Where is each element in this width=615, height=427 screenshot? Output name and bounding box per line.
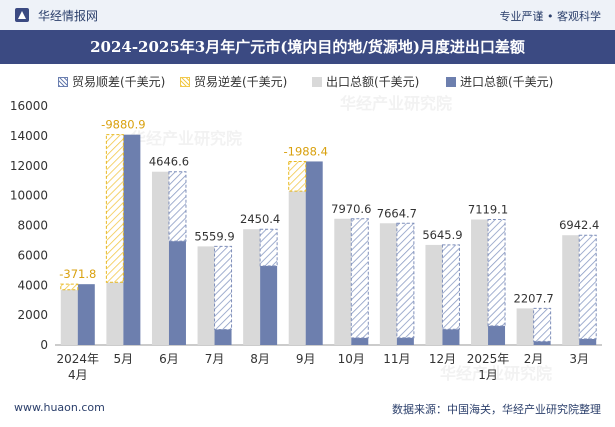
watermark: 华经产业研究院 bbox=[340, 94, 453, 113]
top-bar: 华经情报网 专业严谨 • 客观科学 bbox=[0, 0, 615, 30]
y-tick-label: 6000 bbox=[17, 248, 48, 262]
balance-data-label: 7119.1 bbox=[468, 203, 508, 217]
import-bar bbox=[579, 338, 597, 345]
x-tick-label: 2024年 4月 bbox=[57, 352, 100, 382]
import-bar bbox=[123, 134, 141, 345]
chart-title: 2024-2025年3月年广元市(境内目的地/货源地)月度进出口差额 bbox=[90, 38, 525, 56]
import-bar bbox=[396, 337, 414, 345]
export-bar bbox=[379, 223, 397, 345]
import-bar bbox=[442, 329, 460, 345]
legend-swatch-import bbox=[446, 77, 456, 87]
y-tick-label: 10000 bbox=[10, 189, 48, 203]
footer-website: www.huaon.com bbox=[14, 401, 105, 414]
x-tick-label: 6月 bbox=[159, 352, 179, 366]
surplus-bar bbox=[214, 245, 233, 330]
balance-data-label: 7664.7 bbox=[377, 206, 417, 220]
watermark: 华经产业研究院 bbox=[440, 364, 553, 383]
surplus-bar bbox=[350, 218, 369, 339]
balance-data-label: 2207.7 bbox=[514, 291, 554, 305]
x-tick-label: 8月 bbox=[250, 352, 270, 366]
deficit-bar bbox=[60, 283, 79, 291]
legend-item-export: 出口总额(千美元) bbox=[326, 75, 420, 89]
surplus-bar bbox=[396, 222, 415, 339]
balance-data-label: 5559.9 bbox=[194, 229, 234, 243]
x-tick-label: 2月 bbox=[524, 352, 544, 366]
import-bar bbox=[305, 161, 323, 345]
import-bar bbox=[533, 341, 551, 345]
title-bar: 2024-2025年3月年广元市(境内目的地/货源地)月度进出口差额 bbox=[0, 30, 615, 64]
export-bar bbox=[562, 235, 580, 345]
export-bar bbox=[471, 219, 489, 345]
export-bar bbox=[151, 171, 169, 345]
brand-name: 华经情报网 bbox=[38, 9, 99, 23]
balance-data-label: -371.8 bbox=[59, 267, 96, 281]
deficit-bar bbox=[288, 160, 307, 192]
surplus-bar bbox=[441, 244, 460, 330]
y-tick-label: 12000 bbox=[10, 159, 48, 173]
balance-data-label: -9880.9 bbox=[101, 118, 145, 132]
x-tick-label: 9月 bbox=[296, 352, 316, 366]
slogan: 专业严谨 • 客观科学 bbox=[499, 10, 601, 23]
x-tick-label: 3月 bbox=[569, 352, 589, 366]
import-bar bbox=[77, 284, 95, 345]
import-bar bbox=[168, 241, 186, 345]
legend-swatch-export bbox=[312, 77, 322, 87]
legend-swatch-surplus bbox=[58, 77, 68, 87]
x-tick-label: 5月 bbox=[114, 352, 134, 366]
export-bar bbox=[288, 191, 306, 345]
balance-data-label: 7970.6 bbox=[331, 202, 371, 216]
import-bar bbox=[214, 329, 232, 345]
y-tick-label: 8000 bbox=[17, 219, 48, 233]
legend-item-surplus: 贸易顺差(千美元) bbox=[72, 75, 166, 89]
export-bar bbox=[334, 218, 352, 345]
legend-swatch-deficit bbox=[180, 77, 190, 87]
export-bar bbox=[60, 289, 78, 345]
x-tick-label: 2025年 1月 bbox=[467, 352, 510, 382]
import-bar bbox=[488, 325, 506, 345]
export-bar bbox=[425, 244, 443, 345]
y-tick-label: 16000 bbox=[10, 99, 48, 113]
y-tick-label: 14000 bbox=[10, 129, 48, 143]
legend-item-import: 进口总额(千美元) bbox=[460, 75, 554, 89]
surplus-bar bbox=[487, 219, 506, 327]
import-bar bbox=[260, 265, 278, 345]
surplus-bar bbox=[259, 228, 278, 267]
x-tick-label: 7月 bbox=[205, 352, 225, 366]
export-bar bbox=[243, 229, 261, 345]
y-tick-label: 4000 bbox=[17, 278, 48, 292]
legend: 贸易顺差(千美元) 贸易逆差(千美元) 出口总额(千美元) 进口总额(千美元) bbox=[0, 73, 615, 91]
legend-item-deficit: 贸易逆差(千美元) bbox=[194, 75, 288, 89]
surplus-bar bbox=[533, 307, 552, 342]
export-bar bbox=[106, 282, 124, 345]
y-tick-label: 2000 bbox=[17, 308, 48, 322]
export-bar bbox=[197, 246, 215, 345]
surplus-bar bbox=[578, 234, 597, 340]
y-tick-label: 0 bbox=[40, 338, 48, 352]
x-tick-label: 10月 bbox=[338, 352, 365, 366]
x-tick-label: 12月 bbox=[429, 352, 456, 366]
footer-source: 数据来源：中国海关，华经产业研究院整理 bbox=[392, 403, 601, 416]
surplus-bar bbox=[168, 171, 187, 242]
deficit-bar bbox=[105, 134, 124, 283]
balance-data-label: 2450.4 bbox=[240, 212, 280, 226]
balance-data-label: 6942.4 bbox=[559, 218, 599, 232]
balance-data-label: -1988.4 bbox=[284, 144, 328, 158]
import-bar bbox=[351, 337, 369, 345]
balance-data-label: 4646.6 bbox=[149, 155, 189, 169]
x-tick-label: 11月 bbox=[383, 352, 410, 366]
huajing-logo-icon bbox=[15, 8, 29, 22]
export-bar bbox=[516, 308, 534, 345]
watermark: 华经产业研究院 bbox=[130, 129, 243, 148]
balance-data-label: 5645.9 bbox=[422, 228, 462, 242]
